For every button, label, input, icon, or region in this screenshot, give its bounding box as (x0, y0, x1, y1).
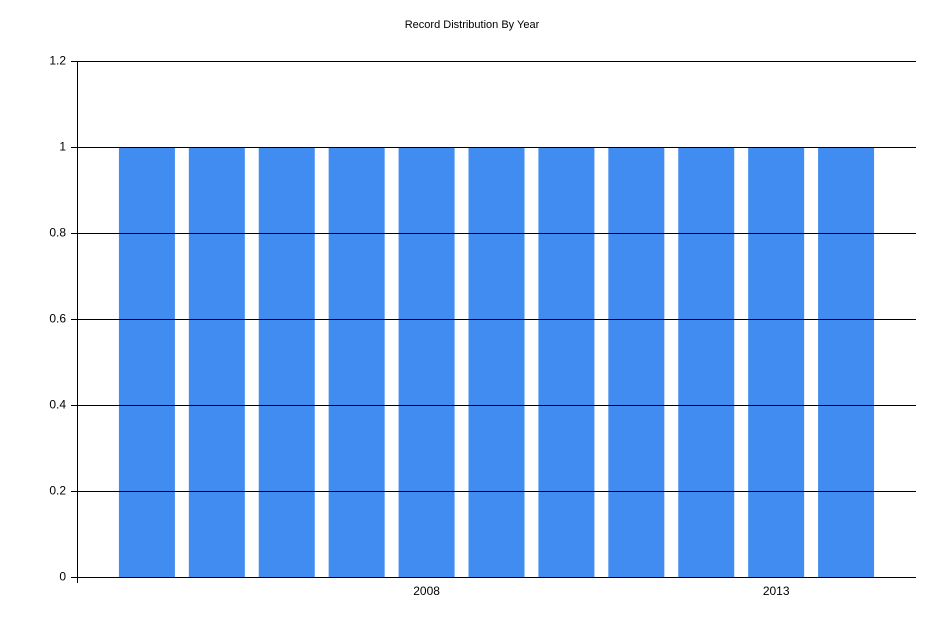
x-tick-label: 2013 (763, 584, 790, 598)
y-tick-label: 0.6 (49, 312, 66, 326)
y-tick-label: 1.2 (49, 54, 66, 68)
bar (328, 147, 385, 577)
bar (538, 147, 595, 577)
bar (398, 147, 455, 577)
bar (468, 147, 525, 577)
y-tick-label: 0 (59, 570, 66, 584)
bar (258, 147, 315, 577)
x-tick-label: 2008 (413, 584, 440, 598)
y-tick-label: 0.4 (49, 398, 66, 412)
y-tick-label: 0.2 (49, 484, 66, 498)
chart-title: Record Distribution By Year (405, 19, 540, 31)
bar (818, 147, 875, 577)
bar (608, 147, 665, 577)
y-tick-label: 0.8 (49, 226, 66, 240)
bar (748, 147, 805, 577)
bar (188, 147, 245, 577)
bar (118, 147, 175, 577)
bar (678, 147, 735, 577)
y-tick-label: 1 (59, 140, 66, 154)
